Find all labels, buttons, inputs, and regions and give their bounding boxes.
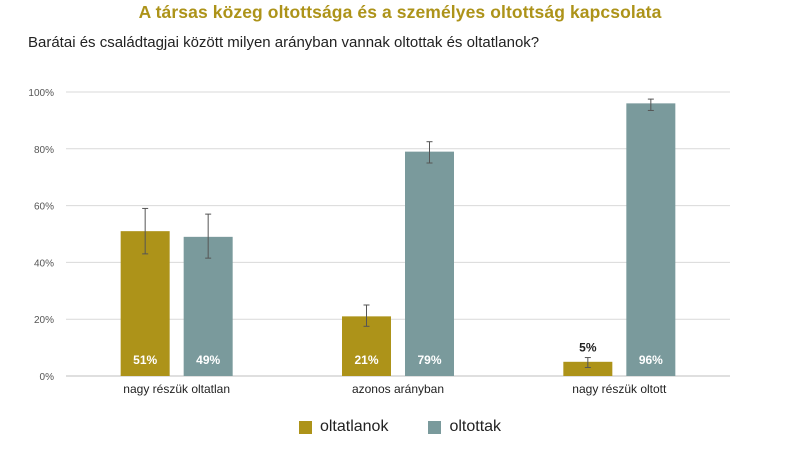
bar: [183, 236, 233, 376]
bar-chart: 0% 20% 40% 60% 80% 100% nagy részük oltatlan 51…: [28, 88, 730, 396]
chart-title: A társas közeg oltottsága és a személyes…: [138, 2, 662, 22]
y-tick-label: 100%: [28, 88, 54, 99]
chart-subtitle: Barátai és családtagjai között milyen ar…: [28, 34, 540, 51]
x-tick-label: azonos arányban: [352, 382, 444, 396]
legend: oltatlanok oltottak: [0, 418, 800, 436]
legend-label-oltatlanok: oltatlanok: [319, 418, 389, 435]
bar: [120, 231, 170, 376]
data-label: 96%: [639, 353, 663, 367]
bar: [563, 361, 613, 376]
data-label: 51%: [133, 353, 157, 367]
y-tick-label: 20%: [34, 315, 54, 326]
legend-item-oltottak: oltottak: [428, 418, 501, 436]
x-tick-label: nagy részük oltott: [572, 382, 667, 396]
data-label: 49%: [196, 353, 220, 367]
legend-item-oltatlanok: oltatlanok: [298, 418, 389, 436]
y-tick-label: 60%: [34, 202, 54, 213]
data-label: 21%: [354, 353, 378, 367]
data-label: 79%: [417, 353, 441, 367]
x-tick-label: nagy részük oltatlan: [123, 382, 230, 396]
y-tick-label: 80%: [34, 145, 54, 156]
bar: [405, 151, 454, 376]
legend-swatch-oltottak: [428, 420, 442, 434]
data-label: 5%: [579, 341, 597, 355]
legend-swatch-oltatlanok: [298, 420, 312, 434]
y-tick-label: 40%: [34, 258, 54, 269]
y-tick-label: 0%: [40, 372, 55, 383]
legend-label-oltottak: oltottak: [449, 418, 502, 435]
bar: [626, 103, 676, 377]
